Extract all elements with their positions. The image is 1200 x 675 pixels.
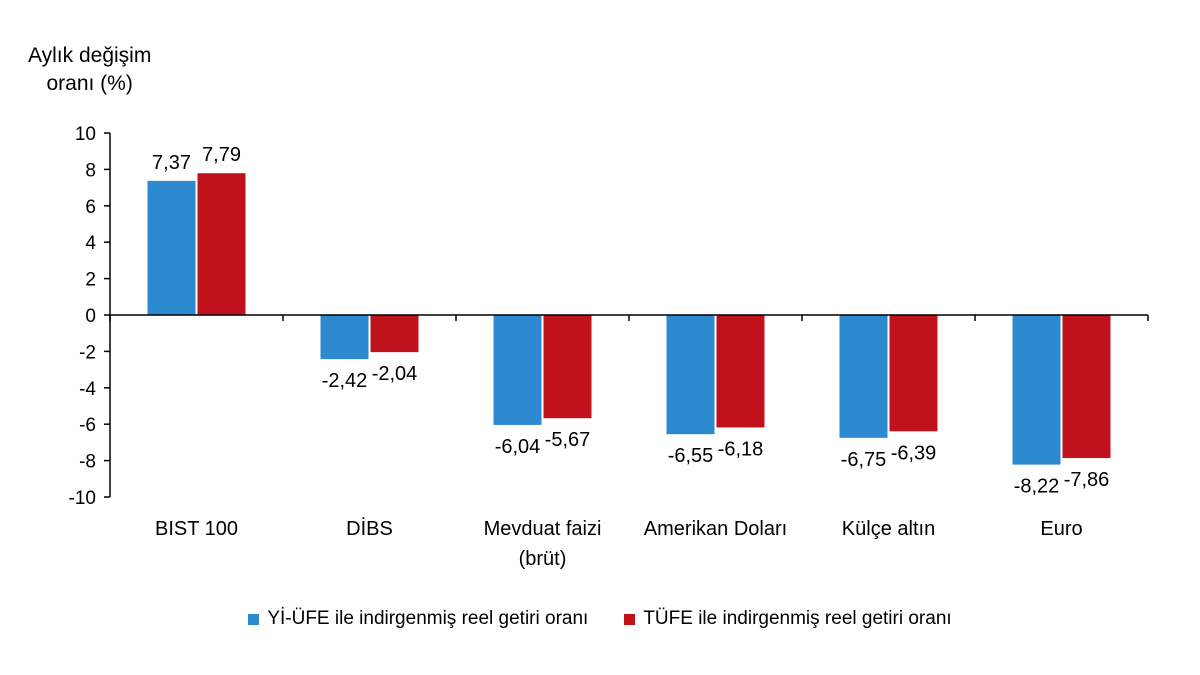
bar-series-1 bbox=[666, 315, 715, 435]
bar-series-2 bbox=[197, 173, 246, 315]
y-tick-label: -6 bbox=[79, 415, 96, 436]
bar-series-1 bbox=[1012, 315, 1061, 465]
bar-series-1 bbox=[493, 315, 542, 425]
legend-label-series-2: TÜFE ile indirgenmiş reel getiri oranı bbox=[643, 608, 952, 629]
data-label-series-2: -5,67 bbox=[545, 429, 591, 451]
data-label-series-1: -6,55 bbox=[668, 445, 714, 467]
legend-swatch-series-1 bbox=[248, 613, 260, 625]
bar-series-2 bbox=[543, 315, 592, 419]
category-label: Külçe altın bbox=[842, 518, 935, 540]
y-tick-label: -4 bbox=[79, 379, 96, 400]
legend-item-series-1: Yİ-ÜFE ile indirgenmiş reel getiri oranı bbox=[248, 608, 588, 630]
y-tick-label: -2 bbox=[79, 342, 96, 363]
data-label-series-1: -2,42 bbox=[322, 370, 368, 392]
y-axis-title: Aylık değişim oranı (%) bbox=[28, 42, 151, 98]
bar-series-1 bbox=[147, 180, 196, 315]
data-label-series-1: -8,22 bbox=[1014, 476, 1060, 498]
y-tick-label: 10 bbox=[75, 124, 96, 145]
data-label-series-1: -6,75 bbox=[841, 449, 887, 471]
legend-swatch-series-2 bbox=[624, 613, 636, 625]
bar-series-1 bbox=[320, 315, 369, 360]
bar-series-2 bbox=[370, 315, 419, 353]
y-tick-label: 0 bbox=[85, 306, 96, 327]
y-tick-label: 6 bbox=[85, 197, 96, 218]
data-label-series-2: -2,04 bbox=[372, 363, 418, 385]
data-label-series-2: -6,39 bbox=[891, 442, 937, 464]
bar-series-2 bbox=[1062, 315, 1111, 459]
data-label-series-2: 7,79 bbox=[202, 144, 241, 166]
y-tick-label: 2 bbox=[85, 270, 96, 291]
y-tick-label: 8 bbox=[85, 160, 96, 181]
data-label-series-2: -7,86 bbox=[1064, 469, 1110, 491]
legend-item-series-2: TÜFE ile indirgenmiş reel getiri oranı bbox=[624, 608, 952, 630]
category-label: DİBS bbox=[346, 517, 393, 540]
y-tick-label: 4 bbox=[85, 233, 96, 254]
y-axis-title-line1: Aylık değişim bbox=[28, 44, 152, 67]
category-label: Amerikan Doları bbox=[644, 518, 787, 540]
legend: Yİ-ÜFE ile indirgenmiş reel getiri oranı… bbox=[0, 608, 1200, 630]
category-label: Euro bbox=[1040, 518, 1082, 540]
y-tick-label: -10 bbox=[69, 488, 96, 509]
bar-series-2 bbox=[889, 315, 938, 432]
data-label-series-1: 7,37 bbox=[152, 152, 191, 174]
legend-label-series-1: Yİ-ÜFE ile indirgenmiş reel getiri oranı bbox=[267, 608, 589, 629]
y-tick-label: -8 bbox=[79, 452, 96, 473]
data-label-series-2: -6,18 bbox=[718, 438, 764, 460]
category-label: BIST 100 bbox=[155, 518, 238, 540]
category-label: Mevduat faizi (brüt) bbox=[484, 518, 602, 570]
data-label-series-1: -6,04 bbox=[495, 436, 541, 458]
bar-series-2 bbox=[716, 315, 765, 428]
bar-series-1 bbox=[839, 315, 888, 438]
y-axis-title-line2: oranı (%) bbox=[46, 72, 133, 95]
